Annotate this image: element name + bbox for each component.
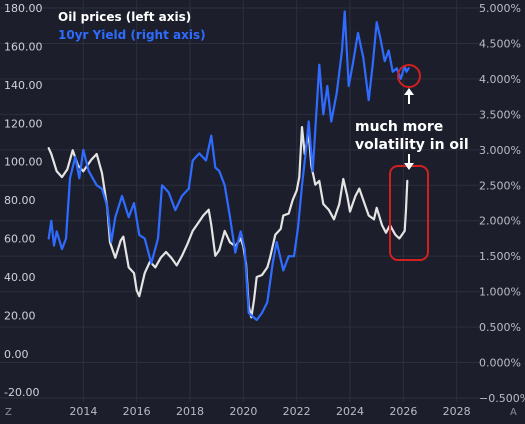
- right-tick-label: 0.500%: [479, 321, 521, 334]
- yield-highlight-circle: [397, 64, 421, 88]
- x-tick-label: 2020: [229, 405, 257, 418]
- x-tick-label: 2022: [283, 405, 311, 418]
- left-tick-label: -20.00: [4, 386, 39, 399]
- down-arrow-head: [404, 163, 414, 170]
- right-tick-label: 0.000%: [479, 357, 521, 370]
- grid-lines: [0, 0, 480, 402]
- yield-line: [47, 10, 410, 322]
- left-tick-label: 100.00: [4, 156, 43, 169]
- left-tick-label: 40.00: [4, 271, 36, 284]
- left-tick-label: 0.00: [4, 348, 29, 361]
- footer-left-marker: Z: [5, 407, 12, 418]
- right-tick-label: 1.000%: [479, 286, 521, 299]
- left-tick-label: 180.00: [4, 2, 43, 15]
- x-tick-label: 2024: [336, 405, 364, 418]
- up-arrow-head: [404, 88, 414, 95]
- right-tick-label: 2.000%: [479, 215, 521, 228]
- right-tick-label: 3.000%: [479, 144, 521, 157]
- annotation-line-2: volatility in oil: [355, 137, 469, 153]
- legend: Oil prices (left axis) 10yr Yield (right…: [58, 10, 206, 42]
- x-tick-label: 2018: [176, 405, 204, 418]
- left-tick-label: 160.00: [4, 40, 43, 53]
- legend-oil-label: Oil prices (left axis): [58, 10, 191, 24]
- x-tick-label: 2026: [389, 405, 417, 418]
- right-tick-label: 3.500%: [479, 108, 521, 121]
- x-tick-label: 2028: [443, 405, 471, 418]
- left-tick-label: 80.00: [4, 194, 36, 207]
- right-tick-label: 4.500%: [479, 37, 521, 50]
- left-tick-label: 60.00: [4, 233, 36, 246]
- right-tick-label: 4.000%: [479, 73, 521, 86]
- annotation-line-1: much more: [355, 119, 443, 135]
- annotation-layer: much more volatility in oil: [355, 64, 469, 261]
- footer-right-marker: A: [510, 407, 517, 418]
- left-tick-label: 20.00: [4, 309, 36, 322]
- x-tick-label: 2016: [123, 405, 151, 418]
- legend-yield-label: 10yr Yield (right axis): [58, 28, 206, 42]
- right-tick-label: 2.500%: [479, 179, 521, 192]
- axis-labels: −0.500% 0.000% 0.500% 1.000% 1.500% 2.000% 2.5…: [4, 2, 525, 418]
- right-tick-label: 5.000%: [479, 2, 521, 15]
- x-tick-label: 2014: [69, 405, 97, 418]
- right-tick-label: −0.500%: [479, 392, 525, 405]
- left-tick-label: 120.00: [4, 117, 43, 130]
- right-tick-label: 1.500%: [479, 250, 521, 263]
- left-tick-label: 140.00: [4, 79, 43, 92]
- series-lines: [47, 10, 410, 322]
